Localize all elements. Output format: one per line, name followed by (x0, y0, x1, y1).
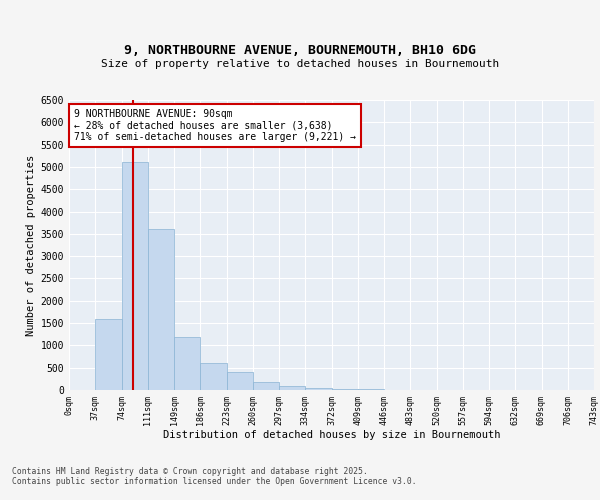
Text: Contains HM Land Registry data © Crown copyright and database right 2025.: Contains HM Land Registry data © Crown c… (12, 467, 368, 476)
Bar (121, 162, 148, 390)
Text: Contains public sector information licensed under the Open Government Licence v3: Contains public sector information licen… (12, 477, 416, 486)
Bar (174, 338, 200, 390)
Text: 9, NORTHBOURNE AVENUE, BOURNEMOUTH, BH10 6DG: 9, NORTHBOURNE AVENUE, BOURNEMOUTH, BH10… (124, 44, 476, 58)
Bar (253, 382, 279, 390)
Bar (279, 386, 305, 390)
Bar (200, 363, 227, 390)
Bar (95, 318, 121, 390)
Bar (305, 388, 331, 390)
X-axis label: Distribution of detached houses by size in Bournemouth: Distribution of detached houses by size … (163, 430, 500, 440)
Bar (331, 389, 358, 390)
Text: 9 NORTHBOURNE AVENUE: 90sqm
← 28% of detached houses are smaller (3,638)
71% of : 9 NORTHBOURNE AVENUE: 90sqm ← 28% of det… (74, 108, 356, 142)
Bar (227, 372, 253, 390)
Text: Size of property relative to detached houses in Bournemouth: Size of property relative to detached ho… (101, 59, 499, 69)
Bar (148, 230, 174, 390)
Y-axis label: Number of detached properties: Number of detached properties (26, 154, 37, 336)
